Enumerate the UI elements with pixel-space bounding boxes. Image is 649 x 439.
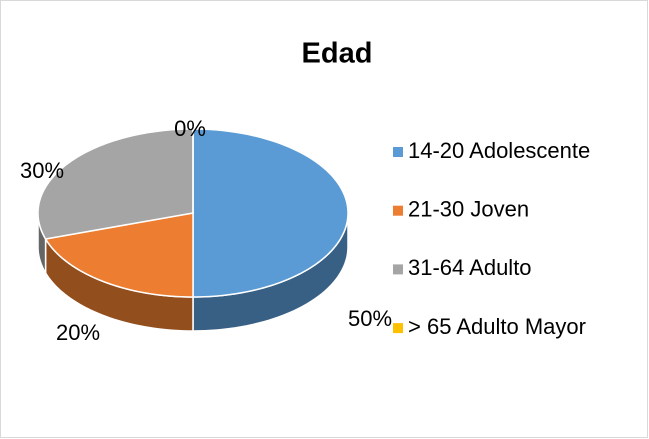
data-label: 0% <box>174 116 206 141</box>
legend-label: 14-20 Adolescente <box>408 138 590 163</box>
data-label: 30% <box>20 158 64 183</box>
legend-label: 31-64 Adulto <box>408 255 532 280</box>
legend-marker <box>393 323 403 334</box>
data-label: 50% <box>348 306 392 331</box>
legend-label: > 65 Adulto Mayor <box>408 314 586 339</box>
data-label: 20% <box>56 320 100 345</box>
legend-marker <box>393 264 403 275</box>
legend-marker <box>393 147 403 157</box>
legend-marker <box>393 205 403 216</box>
legend-label: 21-30 Joven <box>408 197 529 222</box>
pie-slice <box>37 128 194 240</box>
pie-slice <box>44 212 194 298</box>
pie-slice <box>192 128 349 298</box>
chart-title: Edad <box>302 38 373 70</box>
